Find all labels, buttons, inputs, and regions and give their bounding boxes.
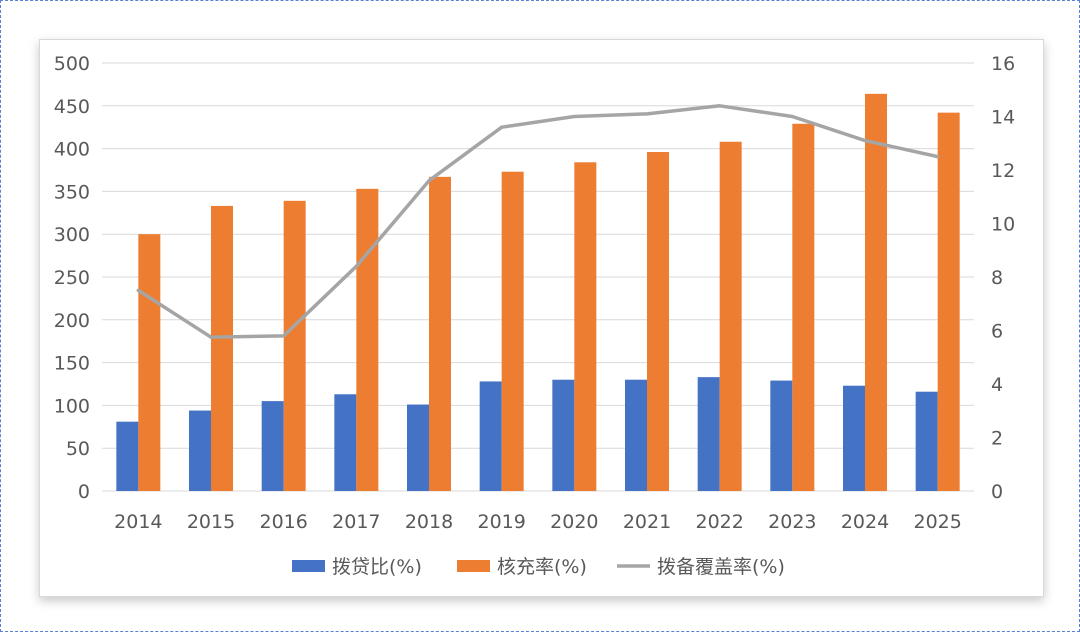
bar-hechonglv [865, 93, 887, 492]
bar-bodaibi [189, 410, 211, 491]
line-series [136, 104, 940, 339]
x-axis-tick-label: 2015 [187, 511, 235, 533]
x-axis-tick-label: 2021 [623, 511, 671, 533]
bar-hechonglv [501, 171, 524, 491]
left-axis-tick-label: 350 [54, 181, 90, 203]
x-axis-tick-label: 2014 [114, 511, 162, 533]
x-axis-tick-label: 2020 [550, 511, 598, 533]
legend-item-bobeifugailv: 拨备覆盖率(%) [617, 556, 785, 578]
legend-item-bodaibi: 拨贷比(%) [292, 556, 422, 578]
x-axis-tick-label: 2023 [768, 511, 816, 533]
bar-hechonglv [574, 162, 597, 491]
left-axis-tick-label: 500 [54, 53, 90, 75]
right-axis-tick-label: 10 [991, 214, 1015, 236]
bar-hechonglv [937, 112, 960, 491]
right-axis-tick-labels: 0 2 4 6 8 10 12 14 16 [991, 53, 1015, 503]
bar-bodaibi [261, 401, 284, 491]
right-axis-tick-label: 4 [991, 374, 1003, 396]
x-axis-tick-labels: 2014 2015 2016 2017 2018 2019 2020 2021 2022 2023… [114, 511, 962, 533]
bar-bodaibi [334, 394, 357, 491]
left-axis-tick-label: 300 [54, 224, 90, 246]
bar-bodaibi [625, 379, 647, 491]
left-axis-tick-labels: 0 50 100 150 200 250 300 350 400 450 500 [54, 53, 90, 503]
x-axis-tick-label: 2024 [841, 511, 889, 533]
x-axis-tick-label: 2017 [332, 511, 380, 533]
left-axis-tick-label: 150 [54, 353, 90, 375]
left-axis-tick-label: 250 [54, 267, 90, 289]
legend-label: 拨贷比(%) [332, 556, 422, 578]
bar-hechonglv [792, 123, 815, 491]
right-axis-tick-label: 0 [991, 481, 1003, 503]
bar-series [116, 93, 960, 492]
left-axis-tick-label: 0 [78, 481, 90, 503]
legend-label: 拨备覆盖率(%) [657, 556, 785, 578]
right-axis-tick-label: 2 [991, 428, 1003, 450]
bar-hechonglv [719, 141, 742, 491]
bar-hechonglv [647, 152, 669, 492]
bar-bodaibi [770, 380, 793, 491]
bar-bodaibi [407, 404, 429, 491]
bar-bodaibi [552, 379, 575, 491]
chart-card: 0 50 100 150 200 250 300 350 400 450 500 0 2 4 6 8 10 12… [39, 39, 1044, 597]
legend: 拨贷比(%) 核充率(%) 拨备覆盖率(%) [292, 556, 785, 578]
x-axis-tick-label: 2025 [913, 511, 961, 533]
right-axis-tick-label: 14 [991, 107, 1015, 129]
legend-label: 核充率(%) [497, 556, 587, 578]
bar-bodaibi [116, 421, 139, 491]
bar-hechonglv [138, 234, 161, 491]
x-axis-tick-label: 2018 [405, 511, 453, 533]
bar-hechonglv [429, 176, 451, 491]
right-axis-tick-label: 8 [991, 267, 1003, 289]
left-axis-tick-label: 400 [54, 139, 90, 161]
line-bobeifugailv [136, 104, 940, 339]
bar-hechonglv [356, 188, 379, 491]
right-axis-tick-label: 12 [991, 160, 1015, 182]
bar-hechonglv [211, 205, 233, 491]
legend-swatch [457, 560, 490, 572]
bar-bodaibi [479, 381, 502, 491]
left-axis-tick-label: 200 [54, 310, 90, 332]
legend-swatch [292, 560, 325, 572]
combo-chart: 0 50 100 150 200 250 300 350 400 450 500 0 2 4 6 8 10 12… [54, 53, 1015, 578]
left-axis-tick-label: 450 [54, 96, 90, 118]
bar-bodaibi [843, 385, 865, 491]
left-axis-tick-label: 100 [54, 395, 90, 417]
right-axis-tick-label: 6 [991, 321, 1003, 343]
legend-item-hechonglv: 核充率(%) [457, 556, 587, 578]
gridlines [102, 62, 974, 492]
bar-bodaibi [697, 377, 720, 491]
x-axis-tick-label: 2019 [477, 511, 525, 533]
x-axis-tick-label: 2016 [259, 511, 307, 533]
bar-hechonglv [283, 200, 306, 492]
right-axis-tick-label: 16 [991, 53, 1015, 75]
bar-bodaibi [915, 391, 938, 491]
left-axis-tick-label: 50 [66, 438, 90, 460]
x-axis-tick-label: 2022 [695, 511, 743, 533]
